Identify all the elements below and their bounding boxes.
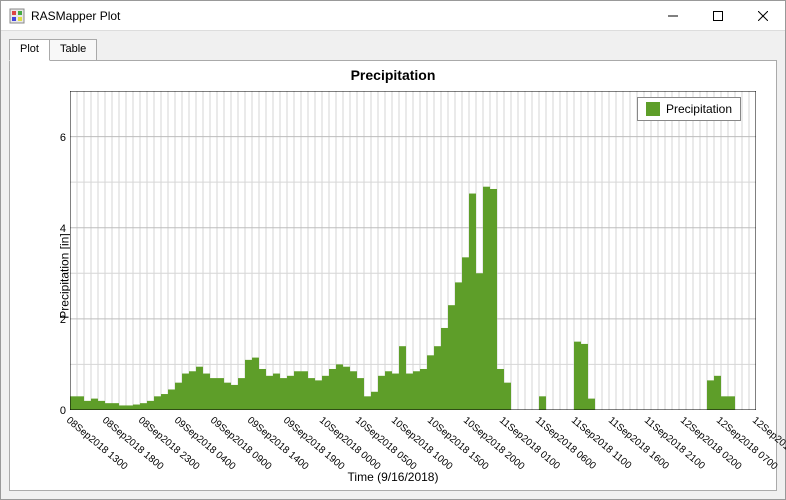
y-tick: 6 [50, 132, 66, 144]
x-tick: 11Sep2018 2100 [642, 415, 707, 472]
x-tick: 10Sep2018 1500 [425, 415, 490, 472]
titlebar: RASMapper Plot [1, 1, 785, 31]
y-tick: 2 [50, 314, 66, 326]
tab-plot[interactable]: Plot [9, 39, 50, 61]
x-tick: 12Sep2018 0700 [714, 415, 779, 472]
x-tick: 09Sep2018 0900 [208, 415, 273, 472]
x-tick: 11Sep2018 0600 [533, 415, 598, 472]
app-window: RASMapper Plot Plot Table Precipitation … [0, 0, 786, 500]
chart-title: Precipitation [10, 67, 776, 83]
x-tick: 09Sep2018 0400 [172, 415, 237, 472]
x-tick: 08Sep2018 2300 [136, 415, 201, 472]
window-controls [650, 1, 785, 30]
y-tick: 4 [50, 223, 66, 235]
x-tick: 12Sep2018 0200 [678, 415, 743, 472]
x-tick: 11Sep2018 1600 [606, 415, 671, 472]
tab-table-label: Table [60, 43, 86, 55]
x-axis-label: Time (9/16/2018) [10, 470, 776, 484]
y-tick: 0 [50, 405, 66, 417]
x-tick: 08Sep2018 1800 [100, 415, 165, 472]
x-tick: 09Sep2018 1900 [281, 415, 346, 472]
x-tick: 08Sep2018 1300 [64, 415, 129, 472]
plot-area: Precipitation [70, 91, 756, 410]
legend: Precipitation [637, 97, 741, 121]
maximize-button[interactable] [695, 1, 740, 30]
app-icon [9, 8, 25, 24]
tab-table[interactable]: Table [49, 39, 97, 61]
tab-bar: Plot Table [9, 39, 777, 61]
legend-label: Precipitation [666, 102, 732, 116]
close-button[interactable] [740, 1, 785, 30]
tab-plot-label: Plot [20, 43, 39, 55]
x-tick: 09Sep2018 1400 [244, 415, 309, 472]
minimize-button[interactable] [650, 1, 695, 30]
x-tick: 10Sep2018 2000 [461, 415, 526, 472]
x-tick: 11Sep2018 0100 [497, 415, 562, 472]
x-tick: 10Sep2018 0000 [317, 415, 382, 472]
legend-swatch [646, 102, 660, 116]
window-title: RASMapper Plot [31, 9, 650, 23]
x-tick: 10Sep2018 0500 [353, 415, 418, 472]
plot-panel: Precipitation Precipitation [in] Time (9… [9, 60, 777, 491]
content-area: Plot Table Precipitation Precipitation [… [1, 31, 785, 499]
chart-canvas [70, 91, 756, 410]
x-tick: 10Sep2018 1000 [389, 415, 454, 472]
